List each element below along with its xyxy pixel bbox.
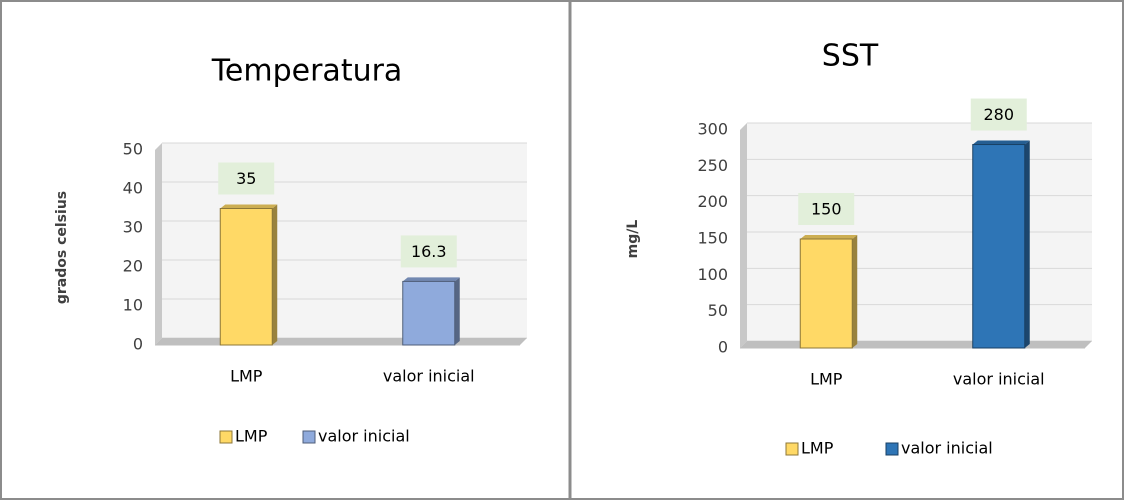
- legend-label: valor inicial: [318, 427, 410, 446]
- data-label: 150: [811, 200, 842, 219]
- data-label-box: [970, 98, 1027, 131]
- legend-swatch: [219, 430, 233, 444]
- plot-wall: [740, 123, 1092, 348]
- x-tick-label: LMP: [810, 370, 843, 389]
- data-label: 280: [983, 105, 1014, 124]
- x-tick-label: valor inicial: [383, 367, 475, 386]
- bar-side: [454, 277, 460, 345]
- chart-title: SST: [822, 39, 879, 74]
- chart-title: Temperatura: [211, 54, 403, 89]
- y-tick-label: 50: [123, 140, 143, 159]
- y-tick-label: 0: [133, 335, 143, 354]
- bar-side: [272, 204, 278, 345]
- bar: [219, 208, 273, 346]
- y-tick-label: 10: [123, 296, 143, 315]
- legend-label: valor inicial: [901, 439, 993, 458]
- x-tick-label: valor inicial: [953, 370, 1045, 389]
- y-tick-label: 200: [697, 192, 728, 211]
- plot-wall: [155, 143, 527, 345]
- y-tick-label: 150: [697, 229, 728, 248]
- data-label-box: [798, 193, 855, 225]
- y-axis-label: grados celsius: [54, 191, 70, 304]
- legend-swatch: [785, 442, 799, 456]
- legend-label: LMP: [235, 427, 268, 446]
- y-tick-label: 300: [697, 120, 728, 139]
- bar-top: [402, 277, 460, 282]
- y-tick-label: 250: [697, 156, 728, 175]
- bar-side: [1024, 140, 1030, 348]
- y-tick-label: 0: [718, 338, 728, 357]
- bar: [799, 238, 853, 349]
- bar-side: [852, 235, 858, 348]
- legend-label: LMP: [801, 439, 834, 458]
- bar: [972, 144, 1026, 349]
- x-tick-label: LMP: [230, 367, 263, 386]
- data-label: 16.3: [411, 242, 447, 261]
- floor: [740, 341, 1092, 348]
- bar-top: [972, 140, 1030, 145]
- y-tick-label: 100: [697, 265, 728, 284]
- data-label: 35: [236, 169, 256, 188]
- y-tick-label: 30: [123, 218, 143, 237]
- y-tick-label: 20: [123, 257, 143, 276]
- y-axis-label: mg/L: [625, 220, 641, 259]
- legend-swatch: [302, 430, 316, 444]
- y-tick-label: 40: [123, 179, 143, 198]
- bar-top: [800, 235, 858, 239]
- data-label-box: [218, 162, 275, 195]
- plot-side-wall: [155, 143, 162, 345]
- floor: [155, 338, 527, 345]
- legend-swatch: [885, 442, 899, 456]
- plot-side-wall: [740, 123, 747, 348]
- bar-top: [220, 204, 278, 209]
- data-label-box: [400, 235, 457, 268]
- y-tick-label: 50: [708, 301, 728, 320]
- bar: [402, 280, 456, 346]
